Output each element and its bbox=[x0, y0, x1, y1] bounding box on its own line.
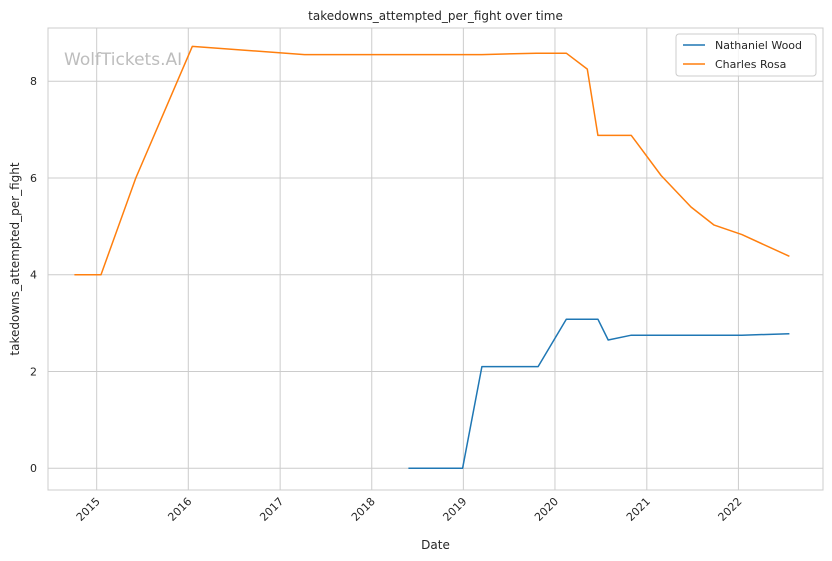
y-tick-label: 8 bbox=[30, 75, 37, 88]
watermark: WolfTickets.AI bbox=[64, 50, 182, 70]
series-line-nathaniel-wood bbox=[408, 318, 790, 469]
series-line-charles-rosa bbox=[74, 45, 790, 276]
y-tick-label: 6 bbox=[30, 172, 37, 185]
legend-label-nathaniel-wood: Nathaniel Wood bbox=[715, 39, 802, 52]
series-lines bbox=[74, 45, 790, 469]
y-tick-label: 2 bbox=[30, 365, 37, 378]
y-tick-label: 4 bbox=[30, 269, 37, 282]
y-axis-label: takedowns_attempted_per_fight bbox=[8, 162, 22, 355]
y-tick-labels: 0 2 4 6 8 bbox=[30, 75, 37, 475]
legend-label-charles-rosa: Charles Rosa bbox=[715, 58, 786, 71]
chart-title: takedowns_attempted_per_fight over time bbox=[308, 9, 563, 23]
plot-frame bbox=[47, 27, 824, 491]
legend-box bbox=[675, 33, 817, 77]
legend: Nathaniel Wood Charles Rosa bbox=[675, 33, 817, 77]
x-axis-label: Date bbox=[421, 538, 450, 552]
y-tick-label: 0 bbox=[30, 462, 37, 475]
